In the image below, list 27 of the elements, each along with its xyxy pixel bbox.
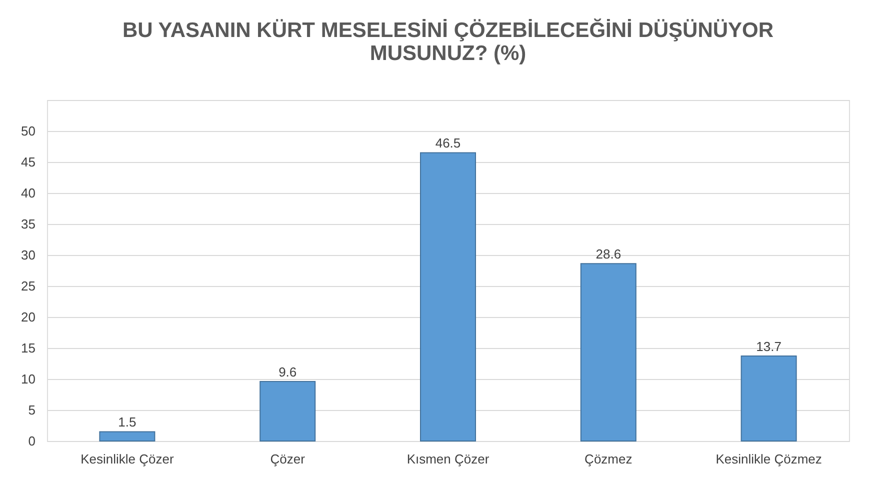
data-label: 9.6 bbox=[278, 364, 297, 380]
x-tick-label: Kesinlikle Çözer bbox=[80, 452, 174, 466]
y-tick-label: 35 bbox=[21, 216, 36, 232]
y-tick-label: 40 bbox=[21, 186, 36, 200]
bar bbox=[420, 152, 476, 442]
y-tick-label: 30 bbox=[21, 248, 36, 262]
data-label: 13.7 bbox=[756, 339, 782, 354]
bar bbox=[260, 380, 316, 442]
bar bbox=[99, 431, 156, 442]
x-tick-label: Çözer bbox=[270, 452, 306, 466]
y-tick-label: 5 bbox=[28, 402, 36, 418]
y-tick-label: 20 bbox=[21, 310, 36, 324]
x-tick-label: Kesinlikle Çözmez bbox=[716, 452, 822, 466]
bar bbox=[740, 356, 797, 442]
x-tick-label: Çözmez bbox=[584, 452, 632, 466]
y-tick-label: 15 bbox=[21, 340, 36, 356]
x-tick-label: Kısmen Çözer bbox=[406, 452, 490, 466]
bar bbox=[580, 263, 636, 442]
chart-title: BU YASANIN KÜRT MESELESİNİ ÇÖZEBİLECEĞİNİ DÜŞÜNÜYOR MUSUNUZ? (%) bbox=[122, 18, 774, 65]
y-tick-label: 45 bbox=[21, 154, 36, 170]
y-tick-label: 10 bbox=[21, 372, 36, 386]
data-label: 1.5 bbox=[118, 414, 136, 430]
y-tick-label: 50 bbox=[21, 124, 36, 138]
y-tick-label: 25 bbox=[21, 278, 36, 294]
data-label: 28.6 bbox=[596, 246, 622, 262]
data-label: 46.5 bbox=[435, 136, 461, 151]
y-tick-label: 0 bbox=[28, 434, 36, 448]
